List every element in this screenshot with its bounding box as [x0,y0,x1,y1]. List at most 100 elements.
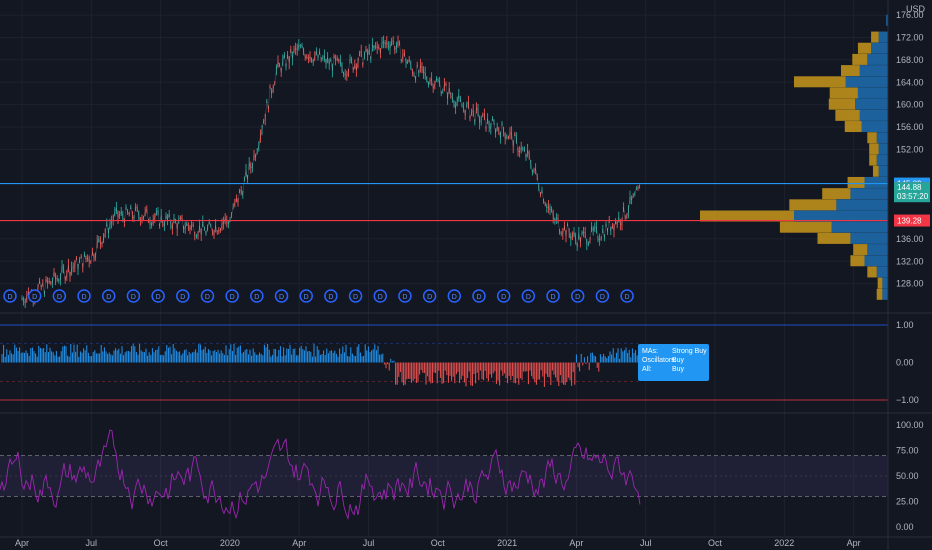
time-tick-label: Jul [363,538,375,548]
dividend-marker[interactable] [126,289,141,303]
dividend-marker[interactable] [3,289,17,303]
volume-profile-up [859,65,888,77]
last-price-countdown: 03:57:20 [897,192,929,201]
oscillator-tick-label: 0.00 [896,522,914,532]
price-axis[interactable]: 176.00 172.00 168.00 164.00 160.00 156.00 152.… [896,10,924,532]
dividend-marker[interactable] [151,289,165,303]
volume-profile-up [850,232,888,244]
price-tick-label: 164.00 [896,77,924,87]
oscillator-tick-label: 50.00 [896,471,919,481]
last-price-value: 144.88 [897,183,922,192]
oscillator-tick-label: 75.00 [896,446,919,456]
volume-profile-up [867,244,888,256]
dividend-marker[interactable] [299,289,313,303]
dividend-marker-label: D [550,294,555,301]
oscillators-value: Buy [672,357,685,364]
volume-profile-down [857,42,872,54]
price-flag [894,214,930,227]
dividend-marker[interactable] [52,289,67,303]
dividend-marker-label: D [427,294,432,301]
dividend-marker[interactable] [250,289,264,303]
dividend-marker[interactable] [27,289,42,303]
dividend-marker[interactable] [200,289,215,303]
dividend-marker[interactable] [324,289,338,303]
dividend-marker[interactable] [546,289,560,303]
rating-tick-label: 0.00 [896,358,914,368]
dividend-marker[interactable] [496,289,511,303]
dividend-marker[interactable] [570,289,585,303]
dividend-marker-label: D [106,294,111,301]
time-tick-label: Apr [292,538,306,548]
volume-profile-down [844,121,862,133]
volume-profile-down [847,176,865,188]
price-tick-label: 156.00 [896,122,924,132]
dividend-marker[interactable] [620,289,634,303]
price-tick-label: 152.00 [896,144,924,154]
volume-profile-down [867,266,877,278]
volume-profile [700,14,888,300]
dividend-marker-label: D [575,294,580,301]
dividend-marker-label: D [476,294,481,301]
dividend-marker-label: D [501,294,506,301]
dividend-marker-label: D [402,294,407,301]
volume-profile-down [867,132,877,144]
oscillator-line [0,429,888,521]
dividend-marker-label: D [279,294,284,301]
dividend-marker[interactable] [373,289,387,303]
volume-profile-down [853,244,868,256]
dividend-marker[interactable] [595,289,610,303]
dividend-marker-label: D [7,294,12,301]
oscillators-label: Oscillators: [642,357,677,364]
volume-profile-up [845,76,888,88]
dividend-marker-label: D [131,294,136,301]
dividend-marker[interactable] [101,289,116,303]
time-tick-label: 2021 [497,538,517,548]
rating-tick-label: −1.00 [896,395,919,405]
dividend-marker[interactable] [447,289,462,303]
volume-profile-down [835,109,860,121]
dividend-marker[interactable] [348,289,363,303]
price-flag-label: 139.28 [897,217,922,226]
volume-profile-down [794,76,846,88]
volume-profile-up [831,221,888,233]
volume-profile-up [836,199,888,211]
volume-profile-up [878,143,888,155]
volume-profile-up [878,165,888,177]
dividend-marker-label: D [304,294,309,301]
price-tick-label: 136.00 [896,234,924,244]
time-tick-label: Jul [640,538,652,548]
volume-profile-up [857,87,888,99]
price-tick-label: 172.00 [896,33,924,43]
volume-profile-down [841,65,860,77]
volume-profile-up [876,132,888,144]
oscillator-path [0,429,641,521]
dividend-marker[interactable] [225,289,239,303]
volume-profile-up [850,188,888,200]
price-series [21,35,641,309]
volume-profile-up [876,154,888,166]
dividend-marker[interactable] [422,289,437,303]
dividend-marker[interactable] [274,289,289,303]
time-axis[interactable]: Apr Jul Oct 2020 Apr Jul Oct 2021 Apr Jul Oct 2022 A… [15,538,861,548]
time-tick-label: Oct [154,538,169,548]
price-tick-label: 160.00 [896,100,924,110]
dividend-marker[interactable] [472,289,486,303]
dividend-marker-label: D [625,294,630,301]
volume-profile-down [850,255,865,267]
rating-histogram [0,324,888,401]
volume-profile-up [864,255,888,267]
dividend-marker[interactable] [521,289,536,303]
all-label: All: [642,366,652,373]
technical-rating-panel: MAs: Strong Buy Oscillators:Buy All: Buy [638,344,709,381]
time-tick-label: 2022 [774,538,794,548]
dividend-marker[interactable] [77,289,91,303]
currency-label: USD [906,4,926,14]
volume-profile-down [872,165,879,177]
mas-label: MAs: [642,348,658,355]
dividend-marker[interactable] [176,289,190,303]
volume-profile-down [817,232,851,244]
dividend-marker[interactable] [398,289,412,303]
